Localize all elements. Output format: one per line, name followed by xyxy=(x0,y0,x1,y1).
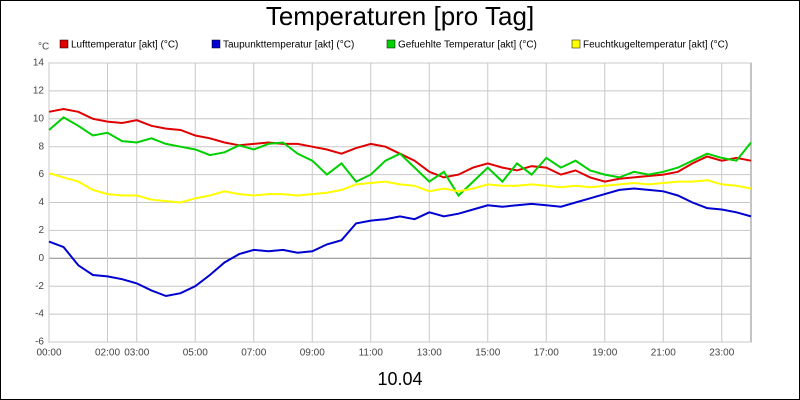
x-tick-label: 07:00 xyxy=(241,348,266,359)
x-tick-label: 13:00 xyxy=(417,348,442,359)
series-line xyxy=(48,116,752,198)
y-tick-label: 8 xyxy=(38,141,44,152)
y-tick-label: 2 xyxy=(38,225,44,236)
y-tick-label: 4 xyxy=(38,197,44,208)
y-tick-label: -6 xyxy=(35,337,44,348)
x-tick-label: 21:00 xyxy=(651,348,676,359)
x-tick-label: 02:00 xyxy=(95,348,120,359)
x-tick-label: 03:00 xyxy=(124,348,149,359)
y-tick-label: 0 xyxy=(38,253,44,264)
y-tick-label: 6 xyxy=(38,169,44,180)
series-line xyxy=(48,187,752,298)
y-unit: °C xyxy=(38,42,49,53)
y-tick-label: 12 xyxy=(33,86,45,97)
legend-label: Feuchtkugeltemperatur [akt] (°C) xyxy=(583,40,728,51)
x-tick-label: 19:00 xyxy=(592,348,617,359)
chart-title: Temperaturen [pro Tag] xyxy=(266,1,534,31)
x-label: 10.04 xyxy=(377,369,422,389)
x-tick-label: 00:00 xyxy=(36,348,61,359)
x-tick-label: 17:00 xyxy=(534,348,559,359)
x-tick-label: 11:00 xyxy=(359,348,384,359)
y-tick-label: -4 xyxy=(35,309,44,320)
legend-swatch xyxy=(211,39,221,49)
x-tick-label: 05:00 xyxy=(183,348,208,359)
x-tick-label: 15:00 xyxy=(475,348,500,359)
y-tick-label: -2 xyxy=(35,281,44,292)
x-tick-label: 23:00 xyxy=(709,348,734,359)
x-tick-label: 09:00 xyxy=(300,348,325,359)
legend-label: Lufttemperatur [akt] (°C) xyxy=(71,40,178,51)
y-tick-label: 10 xyxy=(33,113,45,124)
legend-swatch xyxy=(386,39,396,49)
legend-label: Gefuehlte Temperatur [akt] (°C) xyxy=(398,40,537,51)
legend-label: Taupunkttemperatur [akt] (°C) xyxy=(223,40,354,51)
series-line xyxy=(48,172,752,204)
legend-swatch xyxy=(571,39,581,49)
legend-swatch xyxy=(59,39,69,49)
y-tick-label: 14 xyxy=(33,58,45,69)
